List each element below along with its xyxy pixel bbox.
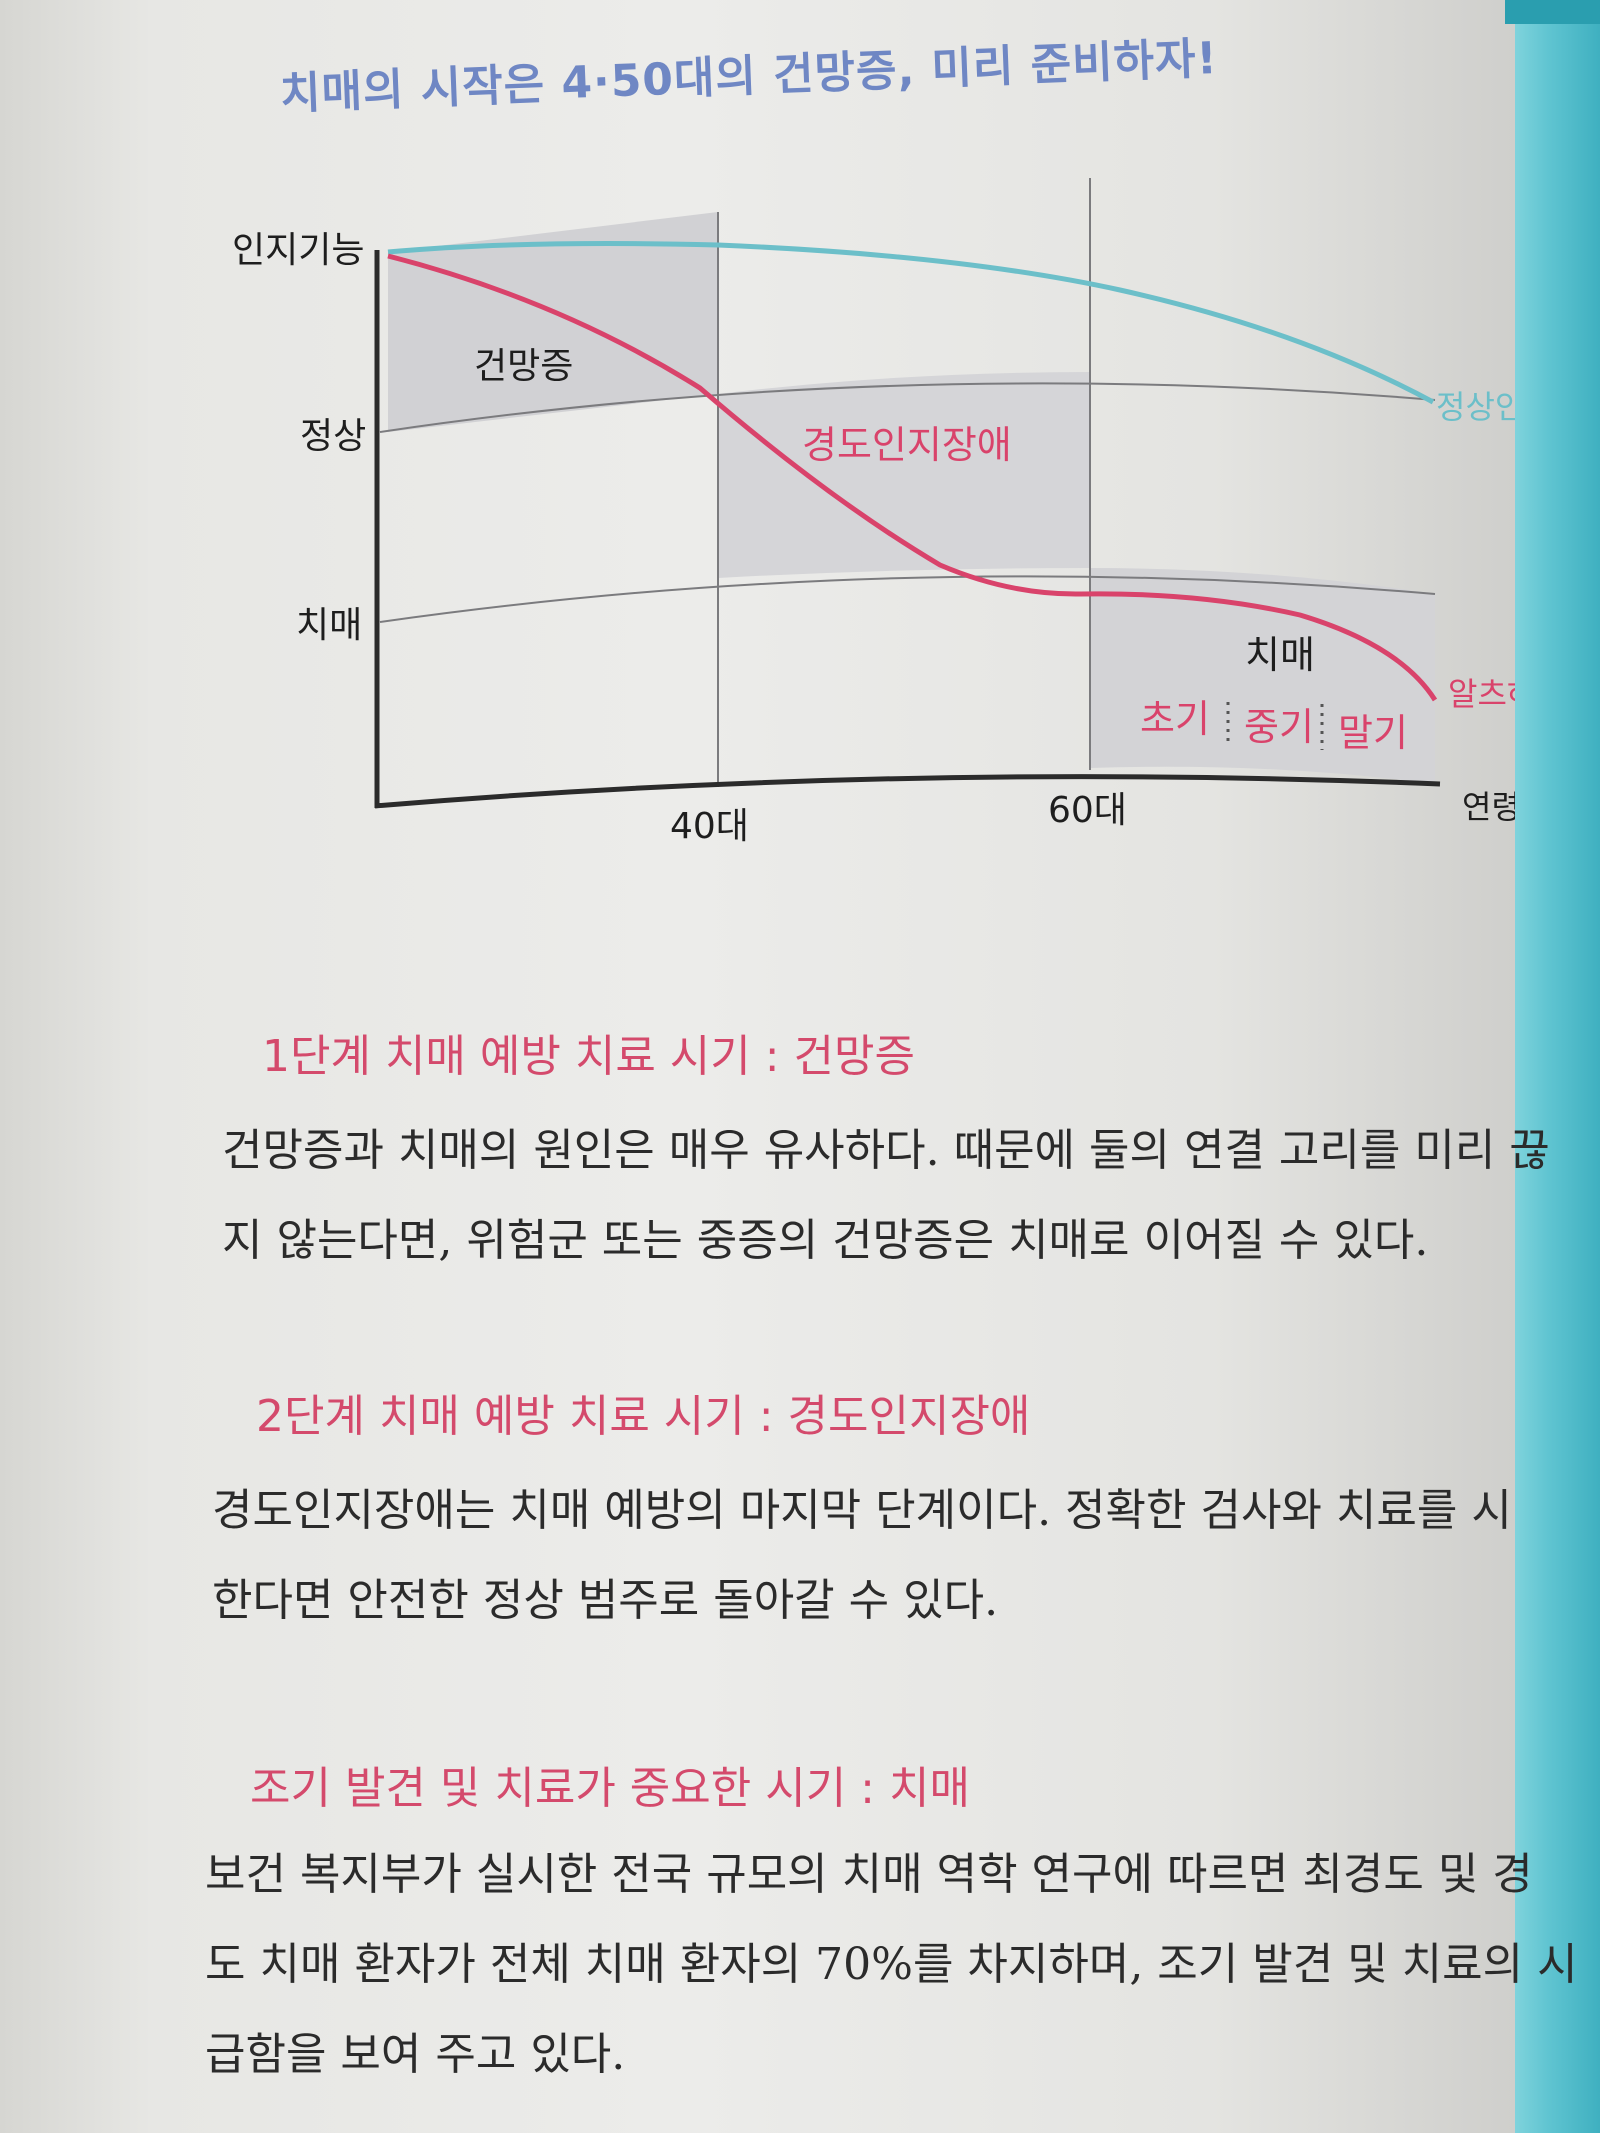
section-1-line-1: 건망증과 치매의 원인은 매우 유사하다. 때문에 둘의 연결 고리를 미리 끊	[222, 1125, 1550, 1176]
section-1-line-2: 지 않는다면, 위험군 또는 중증의 건망증은 치매로 이어질 수 있다.	[222, 1215, 1429, 1266]
section-3-heading: 조기 발견 및 치료가 중요한 시기 : 치매	[250, 1763, 970, 1814]
zone-dementia-fill	[1090, 568, 1435, 784]
x-axis-label: 연령	[1462, 788, 1515, 826]
y-label-cognition: 인지기능	[232, 230, 364, 271]
x-tick-60: 60대	[1048, 790, 1127, 831]
zone-forgetfulness-fill	[388, 212, 718, 432]
section-2-heading: 2단계 치매 예방 치료 시기 : 경도인지장애	[256, 1391, 1031, 1442]
x-tick-40: 40대	[670, 806, 749, 847]
zone-mci-fill	[718, 372, 1090, 578]
section-2: 2단계 치매 예방 치료 시기 : 경도인지장애 경도인지장애는 치매 예방의 …	[0, 1380, 1515, 1646]
series-line-normal	[387, 241, 1435, 405]
section-3-line-1: 보건 복지부가 실시한 전국 규모의 치매 역학 연구에 따르면 최경도 및 경	[205, 1849, 1533, 1900]
y-label-dementia: 치매	[296, 605, 362, 646]
zone-label-forgetfulness: 건망증	[474, 346, 573, 387]
x-axis	[374, 774, 1441, 809]
section-3-line-3: 급함을 보여 주고 있다.	[205, 2029, 626, 2080]
stage-label-early: 초기	[1140, 697, 1210, 741]
section-3-line-2: 도 치매 환자가 전체 치매 환자의 70%를 차지하며, 조기 발견 및 치료…	[205, 1939, 1578, 1990]
book-page	[0, 0, 1515, 2133]
section-3-body: 보건 복지부가 실시한 전국 규모의 치매 역학 연구에 따르면 최경도 및 경…	[0, 1830, 1578, 2100]
section-2-line-2: 한다면 안전한 정상 범주로 돌아갈 수 있다.	[212, 1575, 999, 1626]
zone-label-dementia: 치매	[1245, 633, 1315, 677]
book-cover-edge	[1515, 0, 1600, 2133]
series-label-normal: 정상인	[1436, 388, 1515, 426]
book-cover-corner	[1505, 0, 1600, 24]
stage-label-late: 말기	[1338, 711, 1408, 755]
section-2-body: 경도인지장애는 치매 예방의 마지막 단계이다. 정확한 검사와 치료를 시 한…	[0, 1466, 1515, 1646]
stage-label-middle: 중기	[1244, 705, 1314, 749]
y-label-normal: 정상	[300, 416, 366, 457]
cognition-chart: 인지기능 정상 치매 건망증 경도인지장애 치매 초기 중기 말기 정상인 알츠…	[232, 178, 1515, 847]
section-2-line-1: 경도인지장애는 치매 예방의 마지막 단계이다. 정확한 검사와 치료를 시	[212, 1485, 1512, 1536]
section-1-heading: 1단계 치매 예방 치료 시기 : 건망증	[262, 1031, 915, 1082]
series-label-alzheimer: 알츠하이머	[1448, 675, 1515, 713]
section-1-body: 건망증과 치매의 원인은 매우 유사하다. 때문에 둘의 연결 고리를 미리 끊…	[0, 1106, 1550, 1286]
series-line-alzheimer	[387, 253, 1438, 702]
section-1: 1단계 치매 예방 치료 시기 : 건망증 건망증과 치매의 원인은 매우 유사…	[0, 1020, 1550, 1286]
normal-level-line	[379, 382, 1436, 433]
section-3: 조기 발견 및 치료가 중요한 시기 : 치매 보건 복지부가 실시한 전국 규…	[0, 1752, 1578, 2100]
zone-label-mci: 경도인지장애	[802, 423, 1012, 467]
dementia-level-line	[379, 575, 1436, 623]
